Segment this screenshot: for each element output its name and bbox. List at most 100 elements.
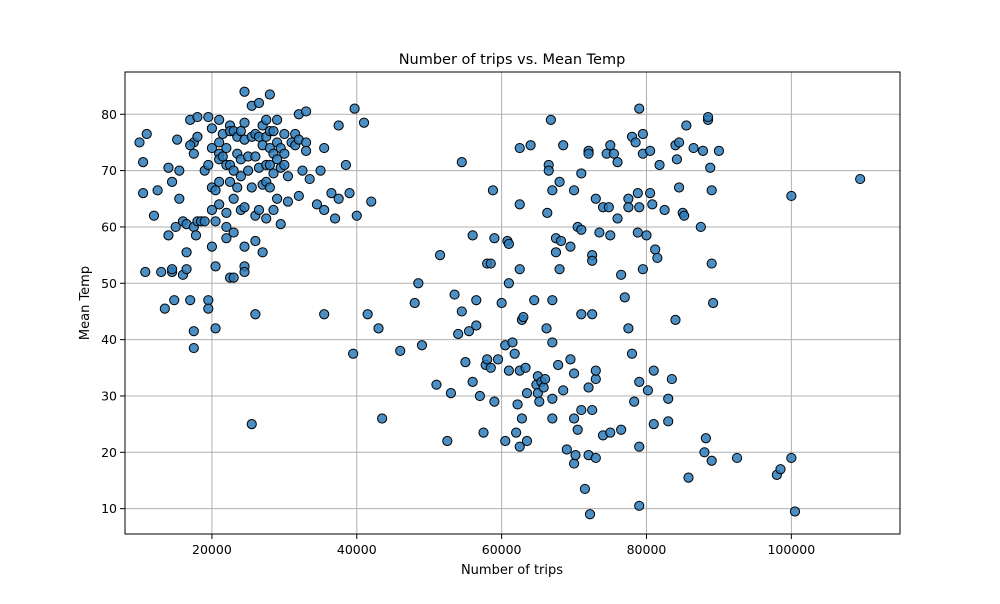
data-point xyxy=(629,396,640,407)
data-point xyxy=(250,235,261,247)
data-point xyxy=(140,266,151,278)
x-tick-label: 20000 xyxy=(192,542,232,557)
y-tick-label: 10 xyxy=(101,501,117,516)
data-point xyxy=(210,185,221,196)
data-point xyxy=(340,159,352,171)
data-point xyxy=(250,309,261,320)
data-point xyxy=(203,303,214,314)
y-tick-label: 20 xyxy=(101,445,117,460)
data-point xyxy=(583,382,594,393)
data-point xyxy=(206,204,218,216)
data-point xyxy=(706,185,717,196)
data-point xyxy=(681,120,692,131)
data-point xyxy=(268,126,279,137)
data-point xyxy=(630,137,641,148)
data-point xyxy=(217,151,228,162)
data-point xyxy=(272,154,283,165)
data-point xyxy=(282,196,294,207)
data-point xyxy=(181,247,192,258)
data-point xyxy=(572,424,583,435)
data-point xyxy=(713,145,725,156)
data-point xyxy=(608,148,620,159)
data-point xyxy=(214,137,225,148)
data-point xyxy=(521,435,533,447)
data-point xyxy=(679,210,690,221)
data-point xyxy=(496,297,507,309)
data-point xyxy=(514,264,525,275)
data-point xyxy=(311,199,323,210)
data-point xyxy=(221,233,232,244)
data-point xyxy=(203,159,214,171)
data-point xyxy=(228,272,239,283)
data-point xyxy=(525,140,536,151)
data-point xyxy=(163,230,174,241)
data-point xyxy=(474,390,486,402)
data-point xyxy=(547,393,558,404)
data-point xyxy=(210,261,221,272)
data-point xyxy=(333,193,344,204)
data-point xyxy=(647,199,658,210)
data-point xyxy=(181,264,192,275)
data-point xyxy=(547,337,558,348)
data-point xyxy=(174,193,185,204)
data-point xyxy=(279,159,290,171)
data-point xyxy=(648,419,659,430)
data-point xyxy=(587,309,598,320)
data-point xyxy=(489,233,500,244)
data-point xyxy=(558,140,569,151)
data-point xyxy=(456,157,467,168)
data-point xyxy=(169,295,180,306)
data-point xyxy=(603,202,614,213)
data-point xyxy=(642,385,654,396)
data-point xyxy=(239,86,250,97)
data-point xyxy=(185,140,196,151)
data-point xyxy=(264,182,275,193)
data-point xyxy=(246,419,257,430)
data-point xyxy=(634,103,645,114)
data-point xyxy=(855,173,866,185)
data-point xyxy=(612,157,623,168)
data-point xyxy=(673,137,685,148)
x-tick-label: 40000 xyxy=(337,542,377,557)
data-point xyxy=(605,230,616,241)
data-point xyxy=(224,176,236,187)
data-point xyxy=(333,120,344,131)
data-point xyxy=(159,303,170,314)
data-point xyxy=(503,238,514,249)
data-point xyxy=(543,165,554,176)
data-point xyxy=(565,241,576,252)
data-point xyxy=(185,295,196,306)
data-point xyxy=(442,435,453,447)
data-point xyxy=(279,128,290,140)
data-point xyxy=(275,219,286,230)
data-point xyxy=(141,128,152,140)
data-point xyxy=(663,393,674,404)
data-point xyxy=(683,472,694,483)
data-point xyxy=(319,309,330,320)
data-point xyxy=(456,306,467,317)
data-point xyxy=(319,142,330,154)
data-point xyxy=(637,264,648,275)
data-point xyxy=(518,311,529,323)
data-point xyxy=(272,114,283,125)
data-point xyxy=(409,297,420,309)
data-point xyxy=(174,165,185,176)
data-point xyxy=(521,388,533,399)
data-point xyxy=(268,204,279,216)
data-point xyxy=(239,266,250,278)
data-point xyxy=(351,210,362,221)
data-point xyxy=(152,185,163,196)
data-point xyxy=(671,154,683,165)
data-point xyxy=(699,447,710,458)
data-point xyxy=(634,441,645,452)
data-point xyxy=(300,137,312,148)
data-point xyxy=(253,204,265,216)
data-point xyxy=(547,295,558,306)
data-point xyxy=(166,264,178,275)
data-point xyxy=(500,435,511,447)
y-tick-label: 40 xyxy=(101,332,117,347)
data-point xyxy=(568,413,580,424)
y-tick-label: 30 xyxy=(101,388,117,403)
data-point xyxy=(538,382,549,393)
